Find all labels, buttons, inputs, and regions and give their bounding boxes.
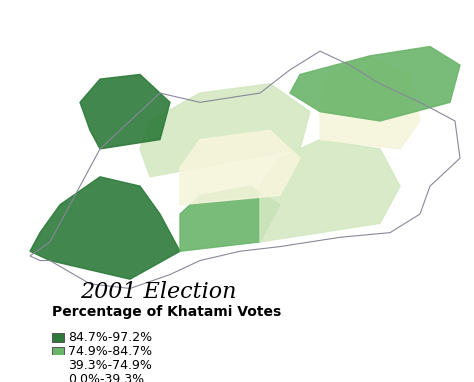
Polygon shape [80, 74, 170, 149]
Polygon shape [180, 186, 280, 251]
Polygon shape [180, 130, 300, 205]
FancyBboxPatch shape [52, 347, 64, 356]
FancyBboxPatch shape [52, 333, 64, 342]
Text: 84.7%-97.2%: 84.7%-97.2% [68, 331, 152, 344]
FancyBboxPatch shape [52, 361, 64, 371]
Polygon shape [290, 47, 460, 121]
Polygon shape [30, 177, 180, 279]
Text: 2001 Election: 2001 Election [80, 281, 237, 303]
Text: 0.0%-39.3%: 0.0%-39.3% [68, 373, 144, 382]
Polygon shape [260, 139, 400, 242]
Text: 39.3%-74.9%: 39.3%-74.9% [68, 359, 152, 372]
FancyBboxPatch shape [52, 375, 64, 382]
Polygon shape [140, 84, 310, 177]
Text: 74.9%-84.7%: 74.9%-84.7% [68, 345, 152, 358]
Polygon shape [320, 56, 420, 149]
Text: Percentage of Khatami Votes: Percentage of Khatami Votes [52, 305, 281, 319]
